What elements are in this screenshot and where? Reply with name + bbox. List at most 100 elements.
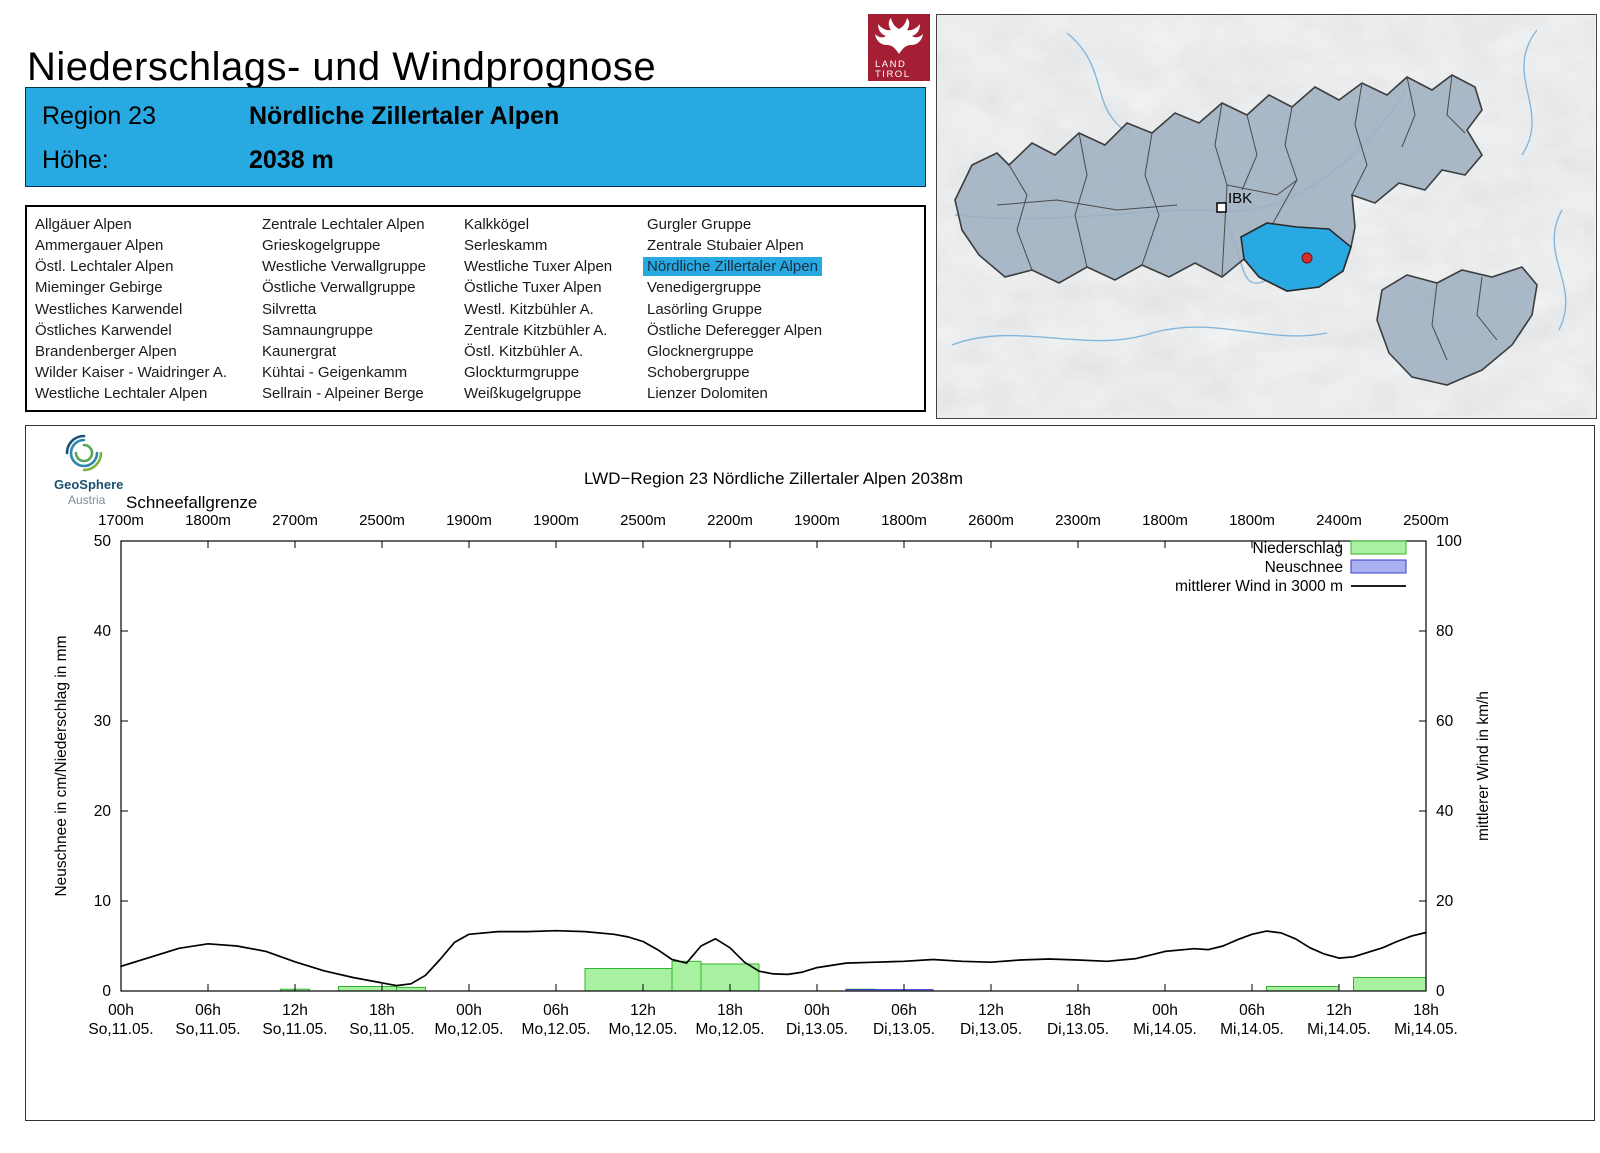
region-list-item[interactable]: Lienzer Dolomiten (647, 385, 768, 402)
plot-frame (120, 540, 1427, 992)
region-list-item[interactable]: Glockturmgruppe (464, 363, 580, 381)
region-list-item[interactable]: Zentrale Stubaier Alpen (647, 237, 804, 255)
x-tick-date: So,11.05. (349, 1021, 414, 1038)
page-title: Niederschlags- und Windprognose (27, 44, 657, 89)
x-tick-hour: 18h (1413, 1002, 1439, 1019)
x-tick-hour: 06h (1239, 1002, 1265, 1019)
region-number-label: Region 23 (42, 101, 156, 130)
y-left-tick-label: 30 (94, 713, 112, 730)
region-list-item[interactable]: Allgäuer Alpen (35, 216, 132, 233)
region-list-item[interactable]: Westliches Karwendel (35, 300, 183, 318)
region-list-item[interactable]: Glocknergruppe (647, 342, 754, 360)
region-list-item[interactable]: Mieminger Gebirge (35, 279, 163, 297)
chart-title: LWD−Region 23 Nördliche Zillertaler Alpe… (584, 469, 963, 488)
legend-label: Neuschnee (1265, 559, 1343, 576)
precipitation-bar (1266, 986, 1340, 992)
region-list-item[interactable]: Venedigergruppe (647, 279, 762, 297)
snowline-value: 2700m (272, 512, 318, 529)
snowline-value: 1900m (794, 512, 840, 529)
region-list-column: Kalkkögel Serleskamm Westliche Tuxer Alpen… (464, 215, 616, 404)
legend-swatch (1350, 540, 1407, 555)
x-tick-date: Mo,12.05. (609, 1021, 678, 1038)
forecast-chart: GeoSphere Austria LWD−Region 23 Nördlich… (53, 434, 1492, 1038)
region-list-item[interactable]: Kalkkögel (464, 216, 530, 233)
region-list-item[interactable]: Kühtai - Geigenkamm (262, 363, 408, 381)
region-list: Allgäuer Alpen Ammergauer Alpen Östl. Lech… (25, 205, 926, 412)
x-tick-hour: 18h (369, 1002, 395, 1019)
logo-land-text: LAND (875, 59, 906, 70)
snowline-value: 2400m (1316, 512, 1362, 529)
snowline-value: 2500m (1403, 512, 1449, 529)
snowline-value: 1800m (185, 512, 231, 529)
map-region-highlighted[interactable] (1240, 222, 1352, 292)
elevation-value: 2038 m (249, 145, 334, 174)
region-list-item[interactable]: Samnaungruppe (262, 321, 373, 339)
region-list-item[interactable]: Westliche Verwallgruppe (262, 258, 426, 276)
region-list-item[interactable]: Schobergruppe (647, 363, 750, 381)
region-list-item[interactable]: Östliche Verwallgruppe (262, 279, 416, 297)
x-tick-date: Mi,14.05. (1220, 1021, 1284, 1038)
region-list-item[interactable]: Zentrale Lechtaler Alpen (262, 216, 425, 233)
snowline-value: 2300m (1055, 512, 1101, 529)
region-list-item[interactable]: Serleskamm (464, 237, 548, 255)
x-tick-hour: 18h (1065, 1002, 1091, 1019)
region-list-item[interactable]: Wilder Kaiser - Waidringer A. (35, 363, 227, 381)
snowline-value: 2500m (359, 512, 405, 529)
x-tick-date: Mi,14.05. (1133, 1021, 1197, 1038)
y-right-tick-label: 20 (1436, 893, 1454, 910)
geosphere-logo: GeoSphere Austria (54, 434, 123, 507)
region-list-item[interactable]: Weißkugelgruppe (464, 385, 582, 402)
region-list-item[interactable]: Silvretta (262, 300, 317, 318)
snowline-value: 1800m (881, 512, 927, 529)
snowline-value: 2600m (968, 512, 1014, 529)
y-left-tick-label: 50 (94, 533, 112, 550)
region-list-item[interactable]: Östl. Kitzbühler A. (464, 342, 584, 360)
x-tick-hour: 18h (717, 1002, 743, 1019)
region-list-item[interactable]: Östliches Karwendel (35, 321, 172, 339)
x-tick-date: Mo,12.05. (435, 1021, 504, 1038)
wind-line (120, 929, 1427, 987)
region-list-item[interactable]: Sellrain - Alpeiner Berge (262, 385, 424, 402)
y-left-tick-label: 40 (94, 623, 112, 640)
region-list-item[interactable]: Lasörling Gruppe (647, 300, 763, 318)
x-tick-date: Di,13.05. (786, 1021, 848, 1038)
region-list-item[interactable]: Kaunergrat (262, 342, 337, 360)
region-list-item[interactable]: Brandenberger Alpen (35, 342, 177, 360)
snowline-value: 1900m (533, 512, 579, 529)
y-left-tick-label: 10 (94, 893, 112, 910)
land-tirol-logo: LAND TIROL (868, 14, 930, 81)
forecast-chart-panel: GeoSphere Austria LWD−Region 23 Nördlich… (25, 425, 1595, 1121)
region-list-item[interactable]: Gurgler Gruppe (647, 216, 752, 233)
geosphere-country: Austria (68, 493, 106, 507)
x-tick-hour: 00h (1152, 1002, 1178, 1019)
y-right-tick-label: 0 (1436, 983, 1445, 1000)
x-tick-date: So,11.05. (88, 1021, 153, 1038)
region-list-item[interactable]: Grieskogelgruppe (262, 237, 381, 255)
region-list-item[interactable]: Östliche Tuxer Alpen (464, 279, 602, 297)
x-tick-hour: 00h (804, 1002, 830, 1019)
map-ibk-marker (1216, 202, 1227, 213)
y-right-tick-label: 40 (1436, 803, 1454, 820)
x-tick-date: Mi,14.05. (1394, 1021, 1458, 1038)
x-tick-date: Mi,14.05. (1307, 1021, 1371, 1038)
region-list-item[interactable]: Östliche Deferegger Alpen (647, 321, 823, 339)
region-list-item[interactable]: Westliche Lechtaler Alpen (35, 385, 208, 402)
region-list-item[interactable]: Westl. Kitzbühler A. (464, 300, 594, 318)
region-list-item[interactable]: Westliche Tuxer Alpen (464, 258, 613, 276)
precipitation-bar (1353, 977, 1427, 992)
legend-label: mittlerer Wind in 3000 m (1175, 578, 1343, 595)
region-name-value: Nördliche Zillertaler Alpen (249, 101, 560, 130)
region-list-item[interactable]: Nördliche Zillertaler Alpen (643, 257, 826, 277)
y-left-tick-label: 0 (102, 983, 111, 1000)
y-right-tick-label: 80 (1436, 623, 1454, 640)
x-tick-date: Di,13.05. (873, 1021, 935, 1038)
map-district-borders (996, 74, 1466, 278)
region-list-item[interactable]: Ammergauer Alpen (35, 237, 164, 255)
x-tick-hour: 12h (630, 1002, 656, 1019)
logo-tirol-text: TIROL (875, 69, 910, 80)
y-right-axis-label: mittlerer Wind in km/h (1475, 691, 1492, 841)
region-list-item[interactable]: Zentrale Kitzbühler A. (464, 321, 608, 339)
region-list-item[interactable]: Östl. Lechtaler Alpen (35, 258, 174, 276)
x-tick-hour: 06h (891, 1002, 917, 1019)
